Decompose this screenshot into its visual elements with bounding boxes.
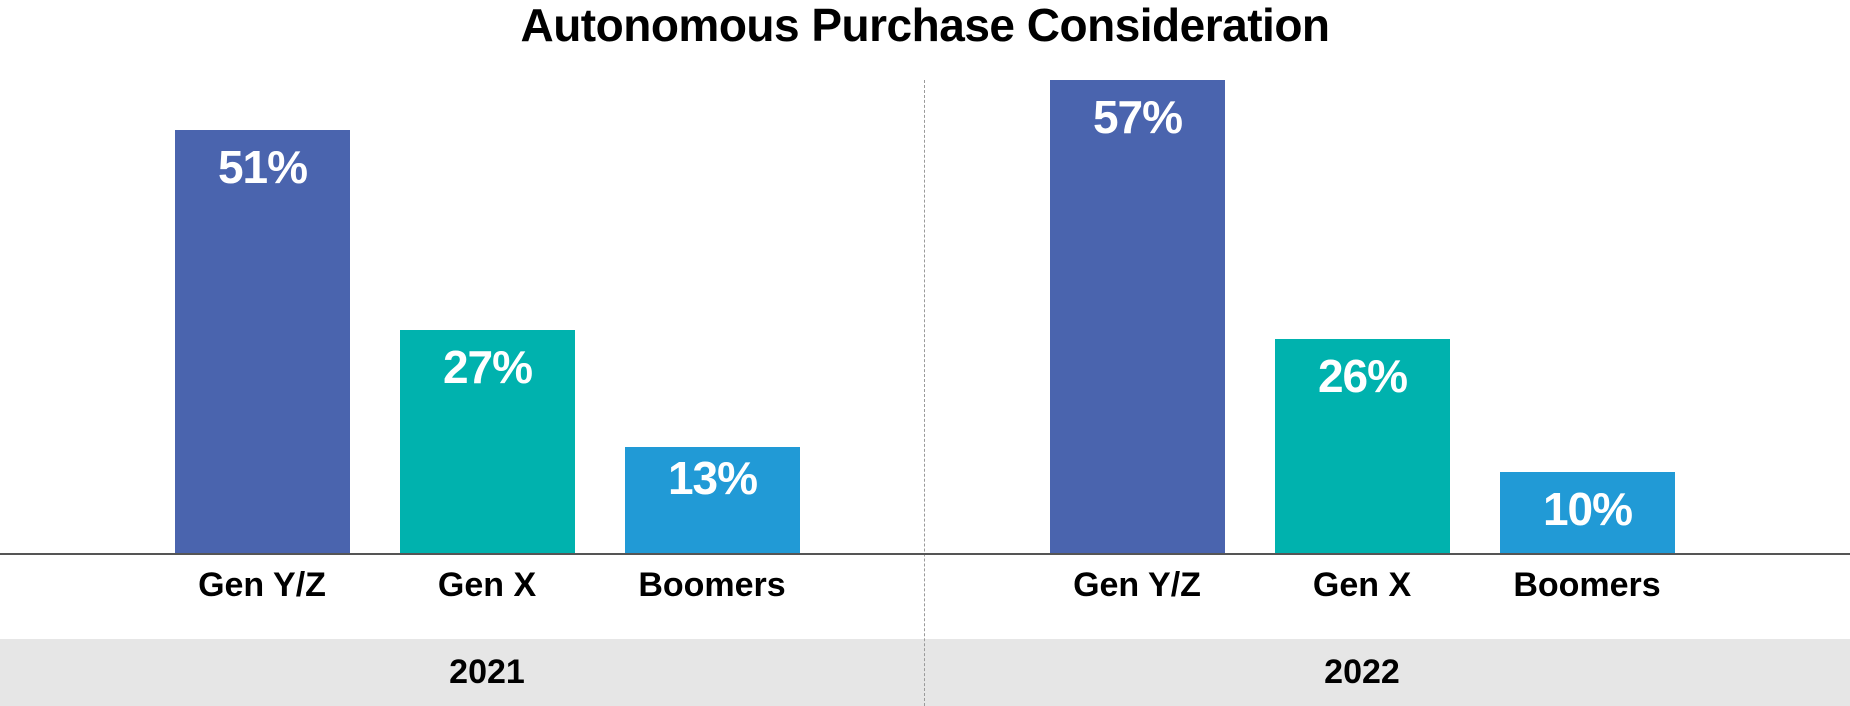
category-label: Gen Y/Z	[198, 566, 326, 604]
bar-value-label: 57%	[1092, 91, 1183, 143]
bar-value-label: 26%	[1317, 350, 1408, 402]
bar-value-label: 10%	[1542, 483, 1633, 535]
bar-2021-boomers: 13%	[625, 447, 800, 554]
category-label: Boomers	[638, 566, 786, 604]
x-axis-line	[0, 553, 1850, 555]
bar-value-label: 51%	[217, 141, 308, 193]
year-label-2021: 2021	[449, 653, 525, 691]
category-label: Gen X	[437, 566, 537, 604]
bar-2021-gen-x: 27%	[400, 330, 575, 554]
year-label-2022: 2022	[1324, 653, 1400, 691]
bar-value-label: 13%	[667, 452, 758, 504]
category-label: Gen Y/Z	[1073, 566, 1201, 604]
category-label: Gen X	[1312, 566, 1412, 604]
group-divider	[924, 80, 925, 706]
chart-title: Autonomous Purchase Consideration	[520, 0, 1330, 51]
bar-value-label: 27%	[442, 341, 533, 393]
bar-2022-gen-x: 26%	[1275, 339, 1450, 554]
bar-2022-gen-yz: 57%	[1050, 80, 1225, 554]
category-label: Boomers	[1513, 566, 1661, 604]
bar-2022-boomers: 10%	[1500, 472, 1675, 554]
year-band	[0, 639, 1850, 706]
bar-2021-gen-yz: 51%	[175, 130, 350, 554]
